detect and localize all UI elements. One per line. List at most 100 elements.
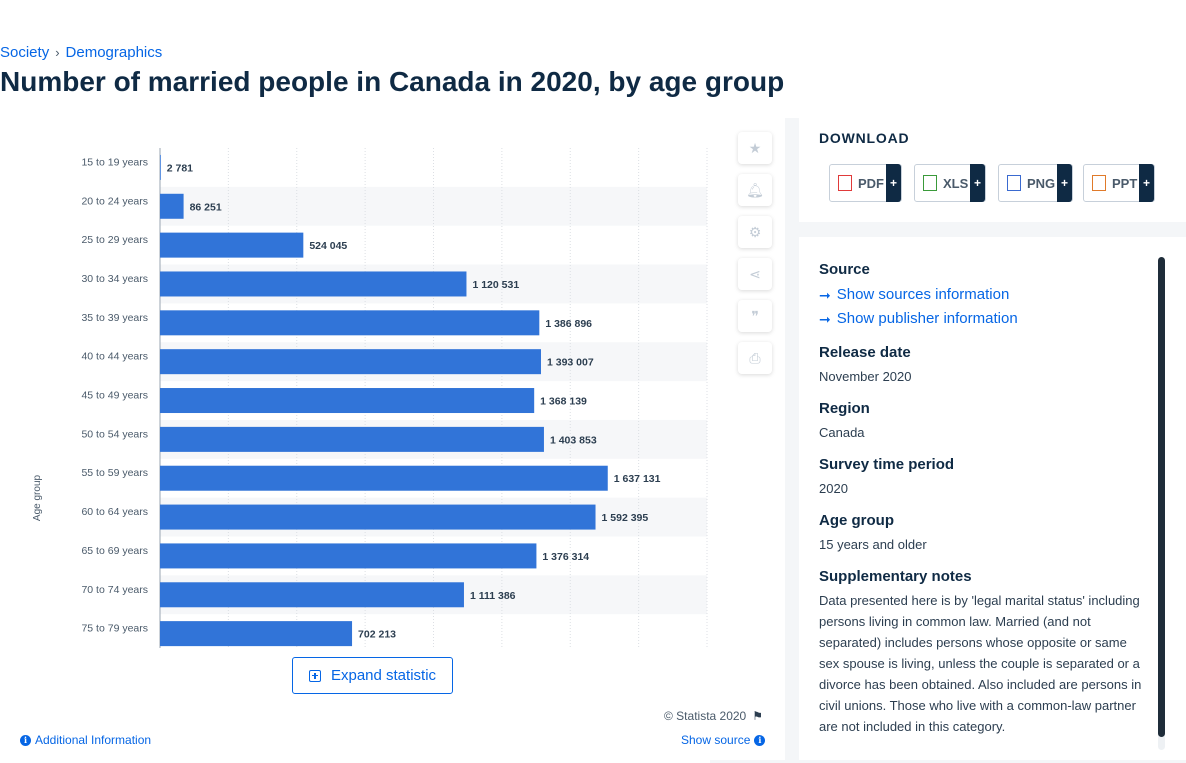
chart-fade-overlay: [0, 723, 710, 763]
data-label: 702 213: [358, 629, 396, 641]
download-title: DOWNLOAD: [819, 130, 910, 146]
region-heading: Region: [819, 400, 870, 417]
print-icon[interactable]: ⎙: [738, 342, 772, 374]
png-file-icon: [1007, 175, 1021, 191]
plus-icon: +: [1057, 164, 1072, 202]
region-section: Region Canada: [819, 400, 1149, 443]
bar-chart: 15 to 19 years 2 781 20 to 24 years 86 251 2…: [32, 148, 708, 648]
bar: [160, 543, 537, 569]
category-label: 40 to 44 years: [81, 351, 148, 363]
age-group-heading: Age group: [819, 512, 894, 529]
age-group-value: 15 years and older: [819, 537, 927, 552]
data-label: 1 111 386: [470, 590, 516, 602]
show-source-link[interactable]: Show source i: [681, 733, 766, 747]
expand-statistic-button[interactable]: Expand statistic: [292, 657, 453, 694]
share-icon[interactable]: ⋖: [738, 258, 772, 290]
data-label: 1 386 896: [545, 318, 592, 330]
page-title: Number of married people in Canada in 20…: [0, 66, 785, 97]
download-xls-button[interactable]: XLS +: [914, 164, 986, 202]
download-png-label: PNG: [1027, 175, 1056, 191]
show-publisher-label: Show publisher information: [836, 310, 1018, 327]
breadcrumb: Society › Demographics: [0, 44, 162, 61]
gear-icon[interactable]: ⚙: [738, 216, 772, 248]
region-value: Canada: [819, 425, 865, 440]
release-heading: Release date: [819, 344, 911, 361]
download-ppt-label: PPT: [1112, 175, 1138, 191]
quote-icon[interactable]: ❞: [738, 300, 772, 332]
data-label: 86 251: [190, 201, 222, 213]
plus-icon: +: [886, 164, 901, 202]
category-label: 50 to 54 years: [81, 428, 148, 440]
flag-icon[interactable]: ⚑: [752, 709, 763, 723]
category-label: 15 to 19 years: [81, 156, 148, 168]
y-axis-title: Age group: [32, 474, 43, 521]
show-source-label: Show source: [681, 733, 751, 747]
info-icon: i: [20, 734, 31, 746]
category-label: 60 to 64 years: [81, 506, 148, 518]
row-stripe: [160, 186, 707, 226]
download-panel: DOWNLOAD PDF + XLS + PNG + PPT +: [799, 118, 1186, 222]
release-section: Release date November 2020: [819, 344, 1149, 387]
show-sources-link[interactable]: ➞ Show sources information: [819, 283, 1149, 307]
bar: [160, 349, 541, 375]
copyright: © Statista 2020 ⚑: [664, 709, 763, 723]
chart-card: 15 to 19 years 2 781 20 to 24 years 86 251 2…: [0, 118, 785, 763]
show-sources-label: Show sources information: [836, 286, 1010, 303]
scrollbar-thumb[interactable]: [1158, 257, 1165, 737]
bar: [160, 271, 467, 297]
bar: [160, 582, 464, 608]
category-label: 55 to 59 years: [81, 467, 148, 479]
category-label: 65 to 69 years: [81, 545, 148, 557]
details-content: Source ➞ Show sources information ➞ Show…: [819, 261, 1149, 750]
pdf-file-icon: [838, 175, 852, 191]
breadcrumb-society[interactable]: Society: [0, 44, 50, 61]
data-label: 1 637 131: [614, 473, 661, 485]
xls-file-icon: [923, 175, 937, 191]
arrow-right-icon: ➞: [819, 287, 831, 303]
breadcrumb-demographics[interactable]: Demographics: [65, 44, 163, 61]
bar: [160, 426, 544, 452]
bar: [160, 465, 608, 491]
download-pdf-label: PDF: [858, 175, 884, 191]
bar: [160, 310, 540, 336]
category-label: 25 to 29 years: [81, 234, 148, 246]
breadcrumb-separator-icon: ›: [55, 45, 60, 60]
release-value: November 2020: [819, 369, 912, 384]
notes-section: Supplementary notes Data presented here …: [819, 568, 1149, 737]
plus-icon: +: [970, 164, 985, 202]
copyright-text: © Statista 2020: [664, 709, 747, 723]
age-group-section: Age group 15 years and older: [819, 512, 1149, 555]
expand-statistic-label: Expand statistic: [330, 667, 437, 684]
additional-information-link[interactable]: i Additional Information: [20, 733, 151, 747]
data-label: 524 045: [309, 240, 347, 252]
download-ppt-button[interactable]: PPT +: [1083, 164, 1155, 202]
ppt-file-icon: [1092, 175, 1106, 191]
data-label: 1 393 007: [547, 357, 594, 369]
data-label: 1 592 395: [602, 512, 649, 524]
download-png-button[interactable]: PNG +: [998, 164, 1073, 202]
category-label: 30 to 34 years: [81, 273, 148, 285]
additional-information-label: Additional Information: [35, 733, 152, 747]
data-label: 1 403 853: [550, 434, 597, 446]
download-pdf-button[interactable]: PDF +: [829, 164, 902, 202]
bar: [160, 621, 353, 647]
bar: [160, 193, 184, 219]
category-label: 75 to 79 years: [81, 623, 148, 635]
info-icon: i: [754, 734, 766, 746]
bell-icon[interactable]: 🔔︎: [738, 174, 772, 206]
expand-icon: [308, 669, 321, 682]
notes-value: Data presented here is by 'legal marital…: [819, 593, 1142, 734]
notes-heading: Supplementary notes: [819, 568, 972, 585]
star-icon[interactable]: ★: [738, 132, 772, 164]
data-label: 1 120 531: [472, 279, 519, 291]
source-section: Source ➞ Show sources information ➞ Show…: [819, 261, 1149, 331]
details-scrollbar[interactable]: [1158, 257, 1165, 750]
bar: [160, 388, 535, 414]
bar: [160, 232, 304, 258]
arrow-right-icon: ➞: [819, 311, 831, 327]
bar: [160, 504, 596, 530]
survey-value: 2020: [819, 481, 848, 496]
source-heading: Source: [819, 261, 870, 278]
survey-heading: Survey time period: [819, 456, 955, 473]
show-publisher-link[interactable]: ➞ Show publisher information: [819, 307, 1149, 331]
